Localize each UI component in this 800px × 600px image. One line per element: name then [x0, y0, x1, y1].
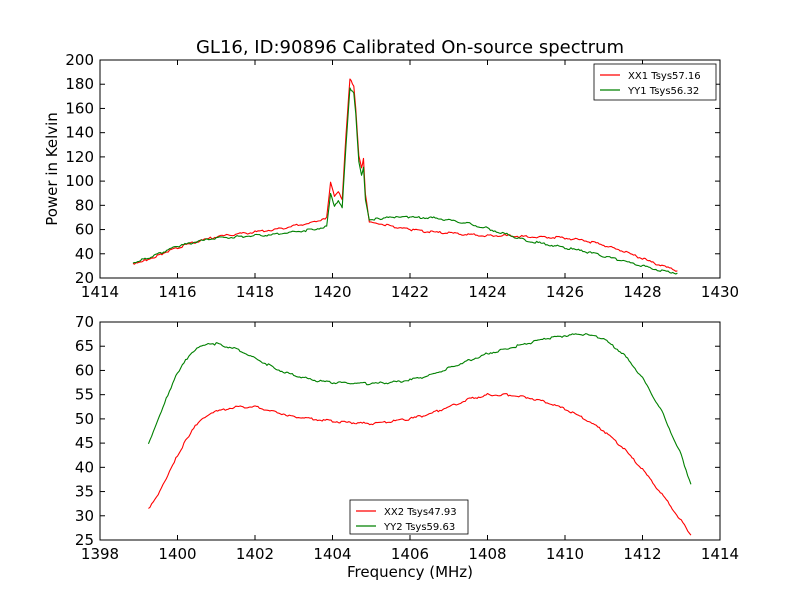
y-tick-label: 20 — [75, 269, 94, 287]
y-tick-label: 40 — [75, 245, 94, 263]
legend-box — [349, 499, 469, 535]
series-line-yy2 — [147, 333, 692, 485]
y-tick-label: 160 — [65, 99, 94, 117]
x-tick-label: 1428 — [623, 283, 661, 301]
y-tick-label: 50 — [75, 410, 94, 428]
y-axis-label: Power in Kelvin — [43, 112, 61, 226]
y-tick-label: 45 — [75, 434, 94, 452]
legend-label: XX1 Tsys57.16 — [628, 71, 701, 82]
x-tick-label: 1424 — [468, 283, 506, 301]
y-tick-label: 35 — [75, 483, 94, 501]
x-axis-label: Frequency (MHz) — [347, 563, 473, 581]
x-tick-label: 1404 — [313, 545, 351, 563]
y-tick-label: 140 — [65, 124, 94, 142]
x-tick-label: 1422 — [391, 283, 429, 301]
series-line-xx2 — [148, 392, 692, 536]
x-tick-label: 1408 — [468, 545, 506, 563]
x-tick-label: 1406 — [391, 545, 429, 563]
x-tick-label: 1402 — [236, 545, 274, 563]
y-tick-label: 55 — [75, 386, 94, 404]
y-tick-label: 60 — [75, 221, 94, 239]
y-tick-label: 65 — [75, 337, 94, 355]
x-tick-label: 1418 — [236, 283, 274, 301]
legend-label: YY2 Tsys59.63 — [383, 522, 455, 533]
x-tick-label: 1414 — [81, 283, 119, 301]
legend-box — [593, 63, 717, 101]
x-tick-label: 1400 — [158, 545, 196, 563]
top-panel: 1414 1416 1418 1420 1422 1424 1426 1428 1430 20 40… — [65, 51, 739, 301]
y-tick-label: 180 — [65, 75, 94, 93]
y-tick-label: 25 — [75, 531, 94, 549]
x-tick-label: 1398 — [81, 545, 119, 563]
y-tick-label: 70 — [75, 313, 94, 331]
x-tick-label: 1410 — [546, 545, 584, 563]
y-tick-label: 80 — [75, 196, 94, 214]
y-tick-label: 200 — [65, 51, 94, 69]
y-tick-label: 30 — [75, 507, 94, 525]
y-tick-label: 60 — [75, 361, 94, 379]
x-tick-label: 1426 — [546, 283, 584, 301]
legend: XX1 Tsys57.16 YY1 Tsys56.32 — [593, 63, 717, 101]
bottom-panel: 1398 1400 1402 1404 1406 1408 1410 1412 1414 25 30… — [75, 313, 739, 563]
y-tick-label: 120 — [65, 148, 94, 166]
x-tick-label: 1430 — [701, 283, 739, 301]
legend-label: XX2 Tsys47.93 — [384, 507, 457, 518]
x-tick-label: 1416 — [158, 283, 196, 301]
chart-title: GL16, ID:90896 Calibrated On-source spec… — [196, 37, 624, 58]
legend: XX2 Tsys47.93 YY2 Tsys59.63 — [349, 499, 469, 535]
series-line-yy1 — [132, 87, 678, 275]
series-line-xx1 — [132, 78, 678, 272]
y-tick-label: 100 — [65, 172, 94, 190]
x-tick-label: 1412 — [623, 545, 661, 563]
legend-label: YY1 Tsys56.32 — [627, 86, 699, 97]
x-tick-label: 1420 — [313, 283, 351, 301]
x-tick-label: 1414 — [701, 545, 739, 563]
y-tick-label: 40 — [75, 458, 94, 476]
